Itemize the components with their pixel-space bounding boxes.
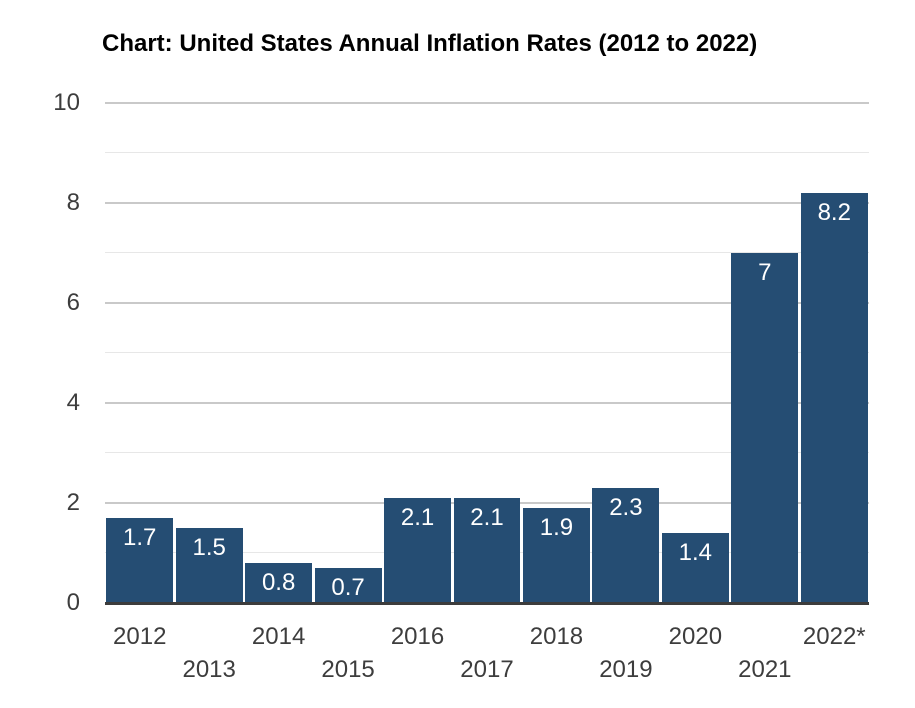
x-axis-label: 2022* — [802, 623, 866, 650]
x-axis-label: 2013 — [182, 656, 236, 683]
y-axis-label: 8 — [66, 189, 80, 216]
bar-value-label: 1.9 — [539, 514, 574, 541]
gridline — [105, 452, 869, 453]
y-axis-label: 4 — [66, 389, 80, 416]
bar-value-label: 0.7 — [331, 574, 365, 601]
bar-value-label: 0.8 — [261, 569, 296, 596]
gridline — [105, 202, 869, 204]
x-axis-line — [105, 602, 869, 605]
y-axis-label: 0 — [66, 589, 80, 616]
bar-value-label: 1.7 — [123, 524, 157, 551]
gridline — [105, 302, 869, 304]
bar: 1.4 — [661, 533, 729, 603]
bar: 2.1 — [453, 498, 521, 603]
bar: 1.9 — [522, 508, 590, 603]
bar-value-label: 2.1 — [470, 504, 504, 531]
bar-value-label: 8.2 — [817, 199, 851, 226]
bar-value-label: 2.3 — [609, 494, 643, 521]
gridline — [105, 402, 869, 404]
x-axis-label: 2020 — [668, 623, 723, 650]
bar-value-label: 7 — [758, 259, 772, 286]
bar: 1.7 — [106, 518, 174, 603]
bar: 1.5 — [175, 528, 243, 603]
x-axis-label: 2017 — [460, 656, 514, 683]
x-axis-label: 2021 — [738, 656, 792, 683]
y-axis-label: 2 — [66, 489, 80, 516]
gridline — [105, 352, 869, 353]
x-axis-label: 2014 — [251, 623, 306, 650]
bar-value-label: 1.4 — [678, 539, 713, 566]
gridline — [105, 102, 869, 104]
x-axis-label: 2018 — [529, 623, 584, 650]
bar: 2.3 — [592, 488, 660, 603]
chart-title: Chart: United States Annual Inflation Ra… — [102, 30, 758, 57]
bar-value-label: 1.5 — [192, 534, 226, 561]
bar: 7 — [731, 253, 799, 603]
x-axis-label: 2016 — [390, 623, 445, 650]
y-axis-label: 10 — [53, 89, 80, 116]
y-axis-label: 6 — [66, 289, 80, 316]
x-axis-label: 2019 — [599, 656, 653, 683]
bar: 0.8 — [245, 563, 313, 603]
bar: 2.1 — [384, 498, 452, 603]
gridline — [105, 152, 869, 153]
bar: 0.7 — [314, 568, 382, 603]
gridline — [105, 252, 869, 253]
x-axis-label: 2015 — [321, 656, 375, 683]
bar: 8.2 — [800, 193, 868, 603]
bar-value-label: 2.1 — [400, 504, 435, 531]
x-axis-label: 2012 — [113, 623, 167, 650]
